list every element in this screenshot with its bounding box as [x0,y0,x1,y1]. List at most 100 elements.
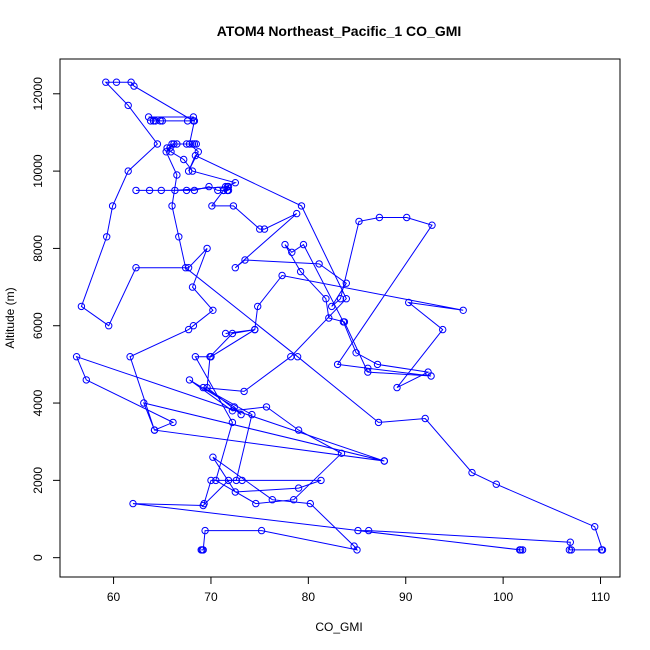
data-point [566,538,574,546]
data-point [403,213,411,222]
data-point [180,155,188,164]
data-point [163,144,171,152]
data-point [229,202,238,210]
data-point [167,148,175,156]
data-point [518,546,527,554]
x-axis: 60 70 80 90 100 110 [107,576,610,604]
data-point [105,322,113,330]
data-point [188,283,197,291]
data-point [598,546,607,554]
data-point [190,140,199,148]
data-point [153,140,162,148]
data-point [102,78,110,86]
data-point [373,360,382,369]
data-point [237,410,245,419]
y-axis: 0 2000 4000 6000 8000 10000 12000 [31,77,61,561]
y-axis-label: Altitude (m) [3,287,17,348]
data-point [168,140,176,148]
data-point [459,306,467,314]
data-point [199,383,207,392]
data-point [374,418,383,427]
data-point [238,476,246,485]
data-point [72,353,81,361]
data-point [355,217,363,226]
data-point [156,117,165,125]
data-point [393,383,401,392]
data-point [77,302,86,311]
x-tick-label: 90 [399,590,413,604]
series-line-1 [132,143,604,551]
data-point [108,202,117,210]
data-point [185,376,194,384]
data-point [342,279,350,287]
data-point [240,387,248,396]
data-point [565,546,574,554]
data-point [231,264,240,272]
data-point [241,256,249,264]
data-point [248,410,256,419]
data-point [294,426,303,434]
data-point [132,264,140,272]
data-point [82,376,91,384]
data-point [146,117,155,125]
data-point [185,140,194,148]
plot-area-frame [59,58,621,578]
data-point [124,167,132,175]
data-point [207,476,215,485]
data-point [339,318,348,326]
data-point [287,353,295,361]
data-point [256,225,264,233]
data-point [405,298,413,307]
x-tick-label: 110 [591,590,610,604]
data-point [251,325,259,334]
data-point [364,368,372,376]
data-point [268,496,276,504]
x-axis-label: CO_GMI [315,620,362,634]
data-point [428,221,436,229]
data-point [228,418,237,427]
data-point [364,364,372,372]
data-point [184,167,193,175]
data-point [191,353,200,361]
data-point [297,202,306,210]
data-point [173,140,181,148]
data-point [129,499,137,508]
data-point [201,526,209,535]
data-point [188,167,197,175]
data-point [151,117,160,125]
data-point [492,480,500,488]
data-point [232,476,241,485]
data-point [168,202,176,210]
data-point [325,314,333,322]
data-point [200,499,208,508]
data-point [223,186,232,195]
data-point [158,117,167,125]
data-point [424,368,432,376]
data-point [336,295,345,303]
data-point [317,476,325,485]
data-point [169,418,177,427]
data-point [333,360,342,369]
data-point [328,302,336,311]
data-point [257,526,266,535]
data-point [166,144,174,152]
data-point [294,484,303,492]
data-point [352,349,360,357]
data-point [190,117,199,125]
data-point [130,82,138,90]
x-tick-label: 70 [204,590,218,604]
chart-title: ATOM4 Northeast_Pacific_1 CO_GMI [217,23,462,39]
y-tick-label: 8000 [31,235,45,262]
y-tick-label: 2000 [31,467,45,494]
data-point [209,306,217,314]
data-point [140,399,148,407]
data-point [278,271,286,280]
data-point [145,186,154,195]
data-point [281,240,289,249]
data-point [223,182,232,191]
data-point [322,295,330,303]
y-tick-label: 0 [31,554,45,561]
data-point [231,488,240,496]
y-tick-label: 4000 [31,389,45,416]
data-point [293,209,301,218]
